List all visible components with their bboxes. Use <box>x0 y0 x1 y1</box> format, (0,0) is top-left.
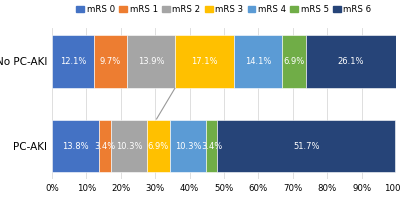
Text: 17.1%: 17.1% <box>191 57 218 66</box>
Text: 10.3%: 10.3% <box>116 142 142 151</box>
Bar <box>146 120 170 172</box>
Bar <box>111 120 147 172</box>
Text: 6.9%: 6.9% <box>148 142 169 151</box>
Text: 26.1%: 26.1% <box>338 57 364 66</box>
Bar <box>234 35 282 87</box>
Bar <box>306 35 396 87</box>
Text: 13.9%: 13.9% <box>138 57 164 66</box>
Bar <box>218 120 395 172</box>
Text: 10.3%: 10.3% <box>175 142 201 151</box>
Bar <box>52 120 100 172</box>
Bar <box>52 35 94 87</box>
Bar <box>94 35 127 87</box>
Bar <box>127 35 175 87</box>
Text: 14.1%: 14.1% <box>245 57 271 66</box>
Text: 3.4%: 3.4% <box>201 142 222 151</box>
Legend: mRS 0, mRS 1, mRS 2, mRS 3, mRS 4, mRS 5, mRS 6: mRS 0, mRS 1, mRS 2, mRS 3, mRS 4, mRS 5… <box>76 5 372 14</box>
Text: 6.9%: 6.9% <box>283 57 305 66</box>
Bar <box>282 35 306 87</box>
Bar <box>175 35 234 87</box>
Text: 3.4%: 3.4% <box>95 142 116 151</box>
Text: 9.7%: 9.7% <box>100 57 121 66</box>
Text: 51.7%: 51.7% <box>293 142 320 151</box>
Text: 13.8%: 13.8% <box>62 142 89 151</box>
Bar <box>206 120 218 172</box>
Bar <box>100 120 111 172</box>
Bar <box>170 120 206 172</box>
Text: 12.1%: 12.1% <box>60 57 86 66</box>
